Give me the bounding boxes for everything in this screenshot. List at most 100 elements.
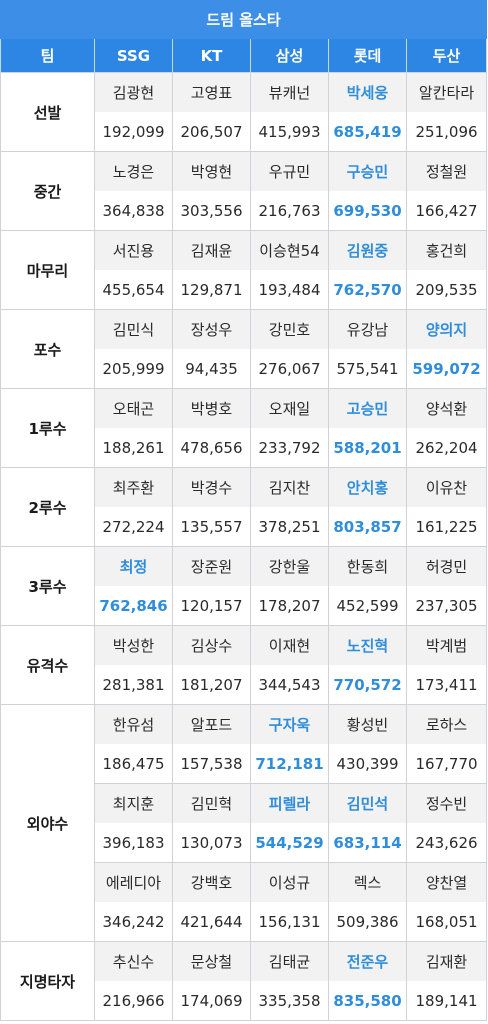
player-name: 박성한 bbox=[94, 625, 173, 665]
player-name: 이승현54 bbox=[250, 230, 329, 270]
vote-count: 216,966 bbox=[94, 981, 173, 1021]
player-name: 박병호 bbox=[172, 388, 251, 428]
player-name: 박영현 bbox=[172, 151, 251, 191]
vote-count: 166,427 bbox=[405, 191, 488, 231]
vote-count: 135,557 bbox=[172, 507, 251, 547]
vote-count-row: 364,838 303,556 216,763 699,530 166,427 bbox=[1, 191, 488, 231]
player-name-row: 1루수 오태곤 박병호 오재일 고승민 양석환 bbox=[0, 388, 488, 468]
vote-count: 770,572 bbox=[328, 665, 407, 705]
player-name: 오태곤 bbox=[94, 388, 173, 428]
player-name: 구자욱 bbox=[250, 704, 329, 744]
vote-count: 167,770 bbox=[405, 744, 488, 784]
vote-count-row: 192,099 206,507 415,993 685,419 251,096 bbox=[1, 112, 488, 152]
vote-count: 130,073 bbox=[172, 823, 251, 863]
position-label: 1루수 bbox=[0, 388, 95, 468]
vote-count: 575,541 bbox=[328, 349, 407, 389]
position-label: 유격수 bbox=[0, 625, 95, 705]
vote-count: 335,358 bbox=[250, 981, 329, 1021]
player-name: 박계범 bbox=[405, 625, 488, 665]
player-name-row: 3루수 최정 장준원 강한울 한동희 허경민 bbox=[0, 546, 488, 626]
player-name: 장준원 bbox=[172, 546, 251, 586]
vote-count-row: 188,261 478,656 233,792 588,201 262,204 bbox=[1, 428, 488, 468]
vote-count: 272,224 bbox=[94, 507, 173, 547]
position-label: 선발 bbox=[0, 72, 95, 152]
vote-count: 181,207 bbox=[172, 665, 251, 705]
vote-count: 509,386 bbox=[328, 902, 407, 942]
vote-count: 174,069 bbox=[172, 981, 251, 1021]
position-label: 2루수 bbox=[0, 467, 95, 547]
player-name: 노경은 bbox=[94, 151, 173, 191]
vote-count: 251,096 bbox=[405, 112, 488, 152]
player-name: 렉스 bbox=[328, 862, 407, 902]
column-header-position: 팀 bbox=[0, 38, 95, 73]
vote-count: 192,099 bbox=[94, 112, 173, 152]
player-name-row: 선발 김광현 고영표 뷰캐넌 박세웅 알칸타라 bbox=[0, 72, 488, 152]
player-name: 고승민 bbox=[328, 388, 407, 428]
table-title: 드림 올스타 bbox=[0, 0, 488, 39]
player-name: 한유섬 bbox=[94, 704, 173, 744]
player-name-row: 유격수 박성한 김상수 이재현 노진혁 박계범 bbox=[0, 625, 488, 705]
player-name: 노진혁 bbox=[328, 625, 407, 665]
player-name: 전준우 bbox=[328, 941, 407, 981]
player-name: 양의지 bbox=[405, 309, 488, 349]
vote-count: 206,507 bbox=[172, 112, 251, 152]
column-header-team: 삼성 bbox=[250, 38, 329, 73]
vote-count: 120,157 bbox=[172, 586, 251, 626]
vote-count: 303,556 bbox=[172, 191, 251, 231]
player-name: 우규민 bbox=[250, 151, 329, 191]
column-header-team: 롯데 bbox=[328, 38, 407, 73]
position-label: 중간 bbox=[0, 151, 95, 231]
vote-count-row: 216,966 174,069 335,358 835,580 189,141 bbox=[1, 981, 488, 1021]
player-name: 김상수 bbox=[172, 625, 251, 665]
position-label: 지명타자 bbox=[0, 941, 95, 1021]
vote-count: 205,999 bbox=[94, 349, 173, 389]
vote-count: 237,305 bbox=[405, 586, 488, 626]
player-name: 김민석 bbox=[328, 783, 407, 823]
player-name: 허경민 bbox=[405, 546, 488, 586]
player-name: 강백호 bbox=[172, 862, 251, 902]
player-name: 구승민 bbox=[328, 151, 407, 191]
player-name: 한동희 bbox=[328, 546, 407, 586]
player-name: 양석환 bbox=[405, 388, 488, 428]
vote-count: 189,141 bbox=[405, 981, 488, 1021]
player-name-row: 외야수 한유섬 알포드 구자욱 황성빈 로하스 bbox=[0, 704, 488, 942]
player-name-row: 2루수 최주환 박경수 김지찬 안치홍 이유찬 bbox=[0, 467, 488, 547]
player-name: 안치홍 bbox=[328, 467, 407, 507]
position-label: 포수 bbox=[0, 309, 95, 389]
vote-count: 186,475 bbox=[94, 744, 173, 784]
player-name: 뷰캐넌 bbox=[250, 72, 329, 112]
player-name: 김원중 bbox=[328, 230, 407, 270]
vote-count: 129,871 bbox=[172, 270, 251, 310]
player-name: 최정 bbox=[94, 546, 173, 586]
vote-count: 346,242 bbox=[94, 902, 173, 942]
player-name: 이재현 bbox=[250, 625, 329, 665]
player-name: 서진용 bbox=[94, 230, 173, 270]
vote-count: 685,419 bbox=[328, 112, 407, 152]
position-label: 3루수 bbox=[0, 546, 95, 626]
column-header-team: 두산 bbox=[405, 38, 488, 73]
vote-count: 209,535 bbox=[405, 270, 488, 310]
vote-count-row: 272,224 135,557 378,251 803,857 161,225 bbox=[1, 507, 488, 547]
vote-count: 762,570 bbox=[328, 270, 407, 310]
player-name-row: 포수 김민식 장성우 강민호 유강남 양의지 bbox=[0, 309, 488, 389]
vote-count: 599,072 bbox=[405, 349, 488, 389]
vote-count: 455,654 bbox=[94, 270, 173, 310]
player-name: 김재윤 bbox=[172, 230, 251, 270]
vote-count: 683,114 bbox=[328, 823, 407, 863]
vote-count: 430,399 bbox=[328, 744, 407, 784]
player-name: 에레디아 bbox=[94, 862, 173, 902]
player-name: 김재환 bbox=[405, 941, 488, 981]
player-name: 이유찬 bbox=[405, 467, 488, 507]
vote-count: 276,067 bbox=[250, 349, 329, 389]
player-name-row: 마무리 서진용 김재윤 이승현54 김원중 홍건희 bbox=[0, 230, 488, 310]
vote-count: 94,435 bbox=[172, 349, 251, 389]
vote-count: 161,225 bbox=[405, 507, 488, 547]
player-name: 홍건희 bbox=[405, 230, 488, 270]
player-name: 김광현 bbox=[94, 72, 173, 112]
vote-count: 803,857 bbox=[328, 507, 407, 547]
vote-count: 415,993 bbox=[250, 112, 329, 152]
column-header-row: 팀 SSG KT 삼성 롯데 두산 bbox=[0, 38, 488, 73]
vote-count: 178,207 bbox=[250, 586, 329, 626]
vote-count-row: 762,846 120,157 178,207 452,599 237,305 bbox=[1, 586, 488, 626]
